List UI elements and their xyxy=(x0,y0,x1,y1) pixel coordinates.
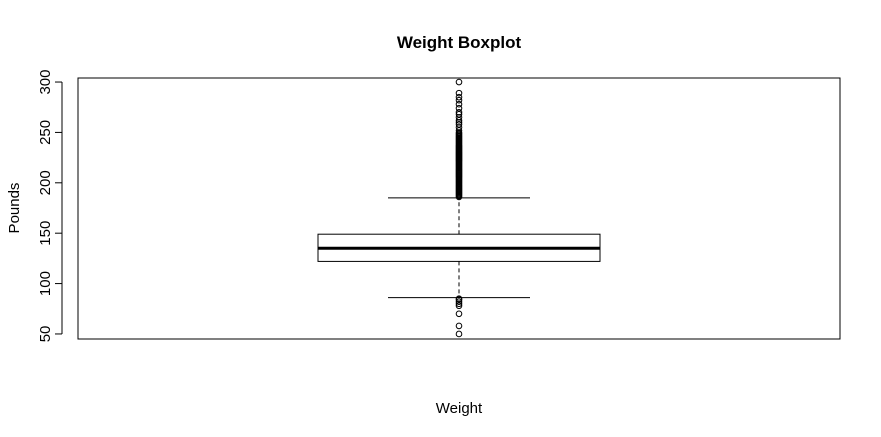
outlier-point xyxy=(455,129,463,136)
outlier-point xyxy=(455,121,463,128)
plot-frame xyxy=(77,77,841,340)
outlier-point xyxy=(455,114,463,121)
y-axis-label: Pounds xyxy=(6,183,23,234)
outlier-point xyxy=(455,89,463,97)
y-tick-label: 150 xyxy=(37,221,54,246)
chart-title: Weight Boxplot xyxy=(397,33,522,52)
y-tick-label: 300 xyxy=(37,70,54,95)
y-tick-label: 200 xyxy=(37,170,54,195)
outlier-point xyxy=(455,119,463,126)
y-tick-label: 50 xyxy=(37,326,54,343)
outlier-point xyxy=(455,100,463,108)
y-tick-label: 250 xyxy=(37,120,54,145)
y-tick-label: 100 xyxy=(37,271,54,296)
y-axis: 50 100 150 200 250 300 xyxy=(37,70,63,343)
outlier-point xyxy=(455,124,463,131)
outlier-point xyxy=(455,310,463,318)
outlier-point xyxy=(455,330,463,338)
outlier-point xyxy=(455,104,463,112)
outlier-point xyxy=(455,108,463,116)
outlier-point xyxy=(455,93,463,101)
box-layer xyxy=(317,197,601,299)
outlier-point xyxy=(455,298,463,306)
outlier-point xyxy=(455,300,463,308)
outlier-point xyxy=(455,78,463,86)
outlier-point xyxy=(455,295,463,302)
outlier-point xyxy=(455,96,463,104)
outlier-layer xyxy=(455,78,463,338)
x-axis-label: Weight xyxy=(436,400,483,417)
outlier-point xyxy=(455,322,463,330)
